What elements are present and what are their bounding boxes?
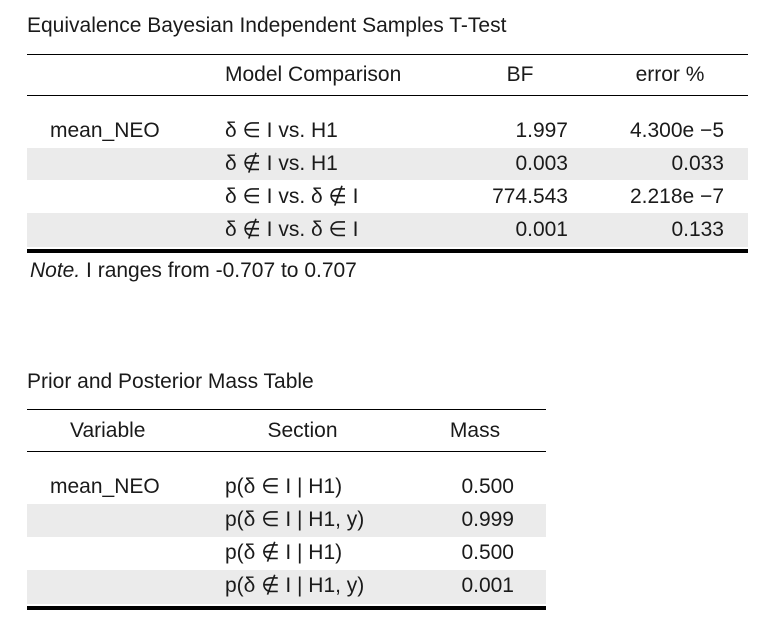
error-cell: 0.133 (671, 218, 724, 241)
header-variable: Variable (70, 419, 146, 442)
section-cell: p(δ ∉ I | H1, y) (225, 574, 365, 597)
comparison-cell: δ ∉ I vs. δ ∈ I (225, 218, 359, 241)
equivalence-table-top-rule (27, 54, 748, 55)
variable-name: mean_NEO (50, 475, 160, 498)
bf-cell: 1.997 (515, 119, 568, 142)
equivalence-table-title: Equivalence Bayesian Independent Samples… (27, 14, 507, 37)
mass-cell: 0.500 (461, 541, 514, 564)
bf-cell: 774.543 (492, 185, 568, 208)
mass-table-bottom-rule (27, 606, 546, 610)
mass-table-title: Prior and Posterior Mass Table (27, 370, 314, 393)
table-note: Note. I ranges from -0.707 to 0.707 (30, 259, 357, 283)
equivalence-table-bottom-rule (27, 249, 748, 253)
bf-cell: 0.001 (515, 218, 568, 241)
note-label: Note. (30, 259, 81, 282)
variable-name: mean_NEO (50, 119, 160, 142)
section-cell: p(δ ∈ I | H1) (225, 475, 343, 498)
comparison-cell: δ ∈ I vs. δ ∉ I (225, 185, 359, 208)
header-section: Section (267, 419, 338, 442)
header-model-comparison: Model Comparison (225, 63, 402, 86)
section-cell: p(δ ∈ I | H1, y) (225, 508, 365, 531)
table-row-shade (27, 213, 748, 247)
header-bf: BF (506, 63, 534, 86)
equivalence-table-header-rule (27, 95, 748, 96)
header-mass: Mass (449, 419, 501, 442)
bf-cell: 0.003 (515, 152, 568, 175)
comparison-cell: δ ∉ I vs. H1 (225, 152, 338, 175)
header-error: error % (635, 63, 705, 86)
note-text: I ranges from -0.707 to 0.707 (80, 259, 357, 282)
mass-cell: 0.001 (461, 574, 514, 597)
mass-table-top-rule (27, 409, 546, 410)
error-cell: 4.300e −5 (629, 119, 724, 142)
error-cell: 0.033 (671, 152, 724, 175)
error-cell: 2.218e −7 (629, 185, 724, 208)
table-row-shade (27, 504, 546, 537)
mass-table-header-rule (27, 451, 546, 452)
mass-cell: 0.500 (461, 475, 514, 498)
table-row-shade (27, 570, 546, 604)
mass-cell: 0.999 (461, 508, 514, 531)
table-row-shade (27, 148, 748, 180)
comparison-cell: δ ∈ I vs. H1 (225, 119, 338, 142)
section-cell: p(δ ∉ I | H1) (225, 541, 343, 564)
